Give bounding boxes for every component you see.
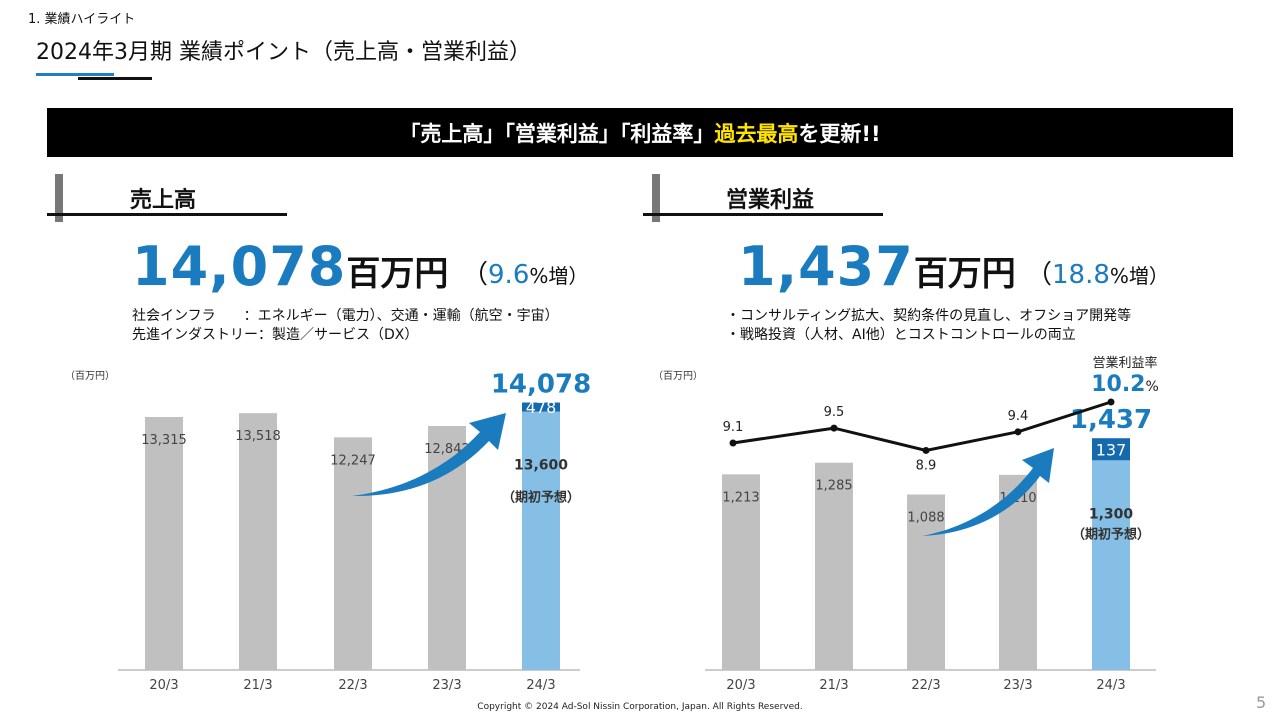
chart1-x-tick: 22/3 [911,678,940,693]
chart1-bar [907,494,945,670]
chart0-x-tick: 20/3 [149,678,178,693]
left-section-marker [55,174,63,222]
chart0-forecast-label: 13,600 [514,458,568,474]
banner-suffix: を更新!! [798,121,881,146]
chart0-forecast-caption: （期初予想） [502,490,580,506]
margin-value-label: 8.9 [916,458,937,473]
chart0-x-tick: 24/3 [526,678,555,693]
margin-line [732,400,1112,452]
sales-growth: （9.6%増） [462,262,588,288]
sales-notes: 社会インフラ ：エネルギー（電力）、交通・運輸（航空・宇宙） 先進インダストリー… [132,308,559,343]
profit-unit: 百万円 [913,254,1016,294]
chart0-x-tick: 23/3 [432,678,461,693]
margin-latest-value: 10.2 [1091,372,1145,397]
profit-growth: （18.8%増） [1026,262,1169,288]
page-number: 5 [1256,693,1267,712]
profit-notes: ・コンサルティング拡大、契約条件の見直し、オフショア開発等 ・戦略投資（人材、A… [726,308,1132,343]
sales-growth-open: （ [462,260,489,290]
sales-unit-label: （百万円） [65,371,115,382]
margin-series-name: 営業利益率 [1092,355,1157,371]
sales-kpi: 14,078 百万円 [132,240,448,294]
margin-point [830,424,838,432]
copyright: Copyright © 2024 Ad-Sol Nissin Corporati… [477,702,803,712]
chart0-bar-label: 13,315 [141,433,187,448]
chart0-bar [334,437,372,670]
chart1-excess-label: 137 [1096,440,1127,459]
chart1-bar [815,462,853,670]
banner-highlight: 過去最高 [714,121,799,146]
profit-growth-suffix: %増） [1109,264,1169,288]
chart1-bar-label: 1,088 [907,511,944,526]
profit-growth-value: 18.8 [1052,260,1110,290]
margin-value-label: 9.4 [1008,409,1029,424]
chart1-bar [722,474,760,670]
profit-growth-open: （ [1026,260,1053,290]
margin-latest-unit: % [1145,379,1158,395]
left-section-heading: 売上高 [130,188,197,213]
margin-point [1107,398,1115,406]
chart0-bar-forecast [522,411,560,670]
headline-banner: 「売上高」「営業利益」「利益率」 過去最高 を更新!! [47,108,1233,157]
chart1-x-tick: 20/3 [726,678,755,693]
margin-point [729,439,737,447]
chart0-x-tick: 22/3 [338,678,367,693]
banner-prefix: 「売上高」「営業利益」「利益率」 [399,121,715,146]
chart0-bar [145,417,183,670]
margin-value-label: 9.1 [723,420,744,435]
chart0-x-tick: 21/3 [243,678,272,693]
sales-growth-value: 9.6 [488,260,530,290]
chart1-forecast-caption: （期初予想） [1072,526,1150,542]
chart1-forecast-label: 1,300 [1089,506,1134,522]
chart1-bar-label: 1,213 [722,490,759,505]
sales-growth-arrow-icon [352,413,506,497]
chart1-x-tick: 23/3 [1003,678,1032,693]
chart1-x-tick: 24/3 [1096,678,1125,693]
title-underline-blue [36,73,114,76]
chart1-bar-excess [1092,438,1130,461]
margin-latest-label: 10.2% [1091,372,1159,397]
chart1-x-tick: 21/3 [819,678,848,693]
right-section-marker [652,174,660,222]
right-section-underline [643,213,883,216]
chart1-bar-forecast [1092,460,1130,670]
chart0-total-label: 14,078 [491,370,591,400]
section-label: 1. 業績ハイライト [28,12,136,27]
title-underline-black [78,77,152,80]
margin-value-label: 9.5 [824,405,845,420]
margin-point [1014,428,1022,436]
chart0-bar [239,413,277,670]
page-title: 2024年3月期 業績ポイント（売上高・営業利益） [36,40,531,65]
profit-unit-label: （百万円） [653,371,703,382]
profit-value: 1,437 [738,235,914,298]
chart0-bar-excess [522,402,560,412]
sales-value: 14,078 [132,235,347,298]
chart0-bar-label: 12,247 [330,453,376,468]
chart0-excess-label: 478 [526,398,557,417]
left-section-underline [47,213,287,216]
chart1-bar-label: 1,285 [815,479,852,494]
profit-growth-arrow-icon [922,448,1054,536]
right-section-heading: 営業利益 [726,188,815,213]
margin-point [922,446,930,454]
profit-kpi: 1,437 百万円 [738,240,1016,294]
sales-unit: 百万円 [346,254,449,294]
chart0-bar-label: 13,518 [235,429,281,444]
sales-growth-suffix: %増） [529,264,589,288]
